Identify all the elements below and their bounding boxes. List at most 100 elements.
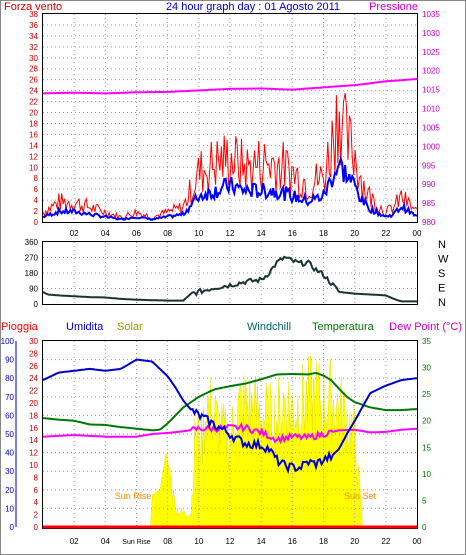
rain-tick-label: 16 [29,424,38,433]
pressure-tick-label: 985 [422,199,436,208]
rain-tick-label: 10 [29,461,38,470]
direction-tick-label: 0 [34,300,39,309]
pressure-tick-label: 995 [422,161,436,170]
rain-tick-label: 30 [29,337,38,346]
x-tick-label: 16 [288,537,297,546]
direction-axis-ticks: 0 90 180 270 360 [25,238,39,309]
pressure-line [42,78,418,95]
wind-tick-label: 14 [29,141,38,150]
direction-tick-label: 180 [25,269,39,278]
x-tick-label: 12 [226,537,235,546]
sun-rise-label: Sun Rise [115,491,152,501]
compass-label: N [438,239,446,251]
wind-tick-label: 24 [29,87,38,96]
x-tick-label: 00 [413,537,422,546]
wind-tick-label: 2 [34,207,39,216]
temperature-tick-label: 15 [422,443,431,452]
x-tick-label: Sun Rise [122,539,151,546]
wind-pressure-chart: Forza vento 24 hour graph day : 01 Agost… [4,1,440,238]
wind-tick-label: 38 [29,10,38,19]
pressure-tick-label: 1010 [422,105,440,114]
dewpoint-header: Dew Point (°C) [389,321,462,333]
wind-tick-label: 8 [34,174,39,183]
x-axis-ticks-3: 02 04 Sun Rise 08 10 12 14 16 18 20 22 00 [70,537,422,546]
wind-axis-label: Forza vento [4,1,62,13]
direction-tick-label: 90 [29,285,38,294]
sun-set-label: Sun Set [344,491,377,501]
wind-tick-label: 18 [29,119,38,128]
rain-tick-label: 24 [29,374,38,383]
humidity-tick-label: 10 [5,504,14,513]
rain-tick-label: 14 [29,436,38,445]
solar-area [150,355,363,528]
humidity-tick-label: 50 [5,430,14,439]
x-axis-ticks-1: 02 04 06 08 10 12 14 16 18 20 22 00 [70,229,422,238]
rain-tick-label: 18 [29,411,38,420]
humidity-tick-label: 20 [5,486,14,495]
humidity-tick-label: 40 [5,449,14,458]
temperature-header: Temperatura [312,321,375,333]
temperature-tick-label: 25 [422,390,431,399]
pressure-tick-label: 990 [422,180,436,189]
rain-tick-label: 2 [34,511,39,520]
temperature-tick-label: 10 [422,470,431,479]
x-tick-label: 10 [194,537,203,546]
x-tick-label: 20 [350,229,359,238]
x-tick-label: 04 [101,229,110,238]
solar-area-path [150,355,363,528]
temperature-tick-label: 0 [422,523,427,532]
wind-tick-label: 30 [29,54,38,63]
grid-3 [43,341,417,527]
humidity-tick-label: 80 [5,374,14,383]
wind-tick-label: 6 [34,185,39,194]
x-tick-label: 06 [132,229,141,238]
humidity-tick-label: 60 [5,411,14,420]
humidity-tick-label: 70 [5,393,14,402]
compass-label: N [438,297,446,309]
rain-tick-label: 28 [29,349,38,358]
temperature-tick-label: 35 [422,337,431,346]
dewpoint-line [42,422,418,445]
x-tick-label: 10 [194,229,203,238]
wind-tick-label: 28 [29,65,38,74]
windchill-header: Windchill [247,321,291,333]
humidity-header: Umidita [66,321,104,333]
wind-tick-label: 32 [29,43,38,52]
pressure-tick-label: 980 [422,218,436,227]
x-tick-label: 00 [413,229,422,238]
wind-direction-line [42,255,417,303]
wind-tick-label: 26 [29,76,38,85]
x-tick-label: 16 [288,229,297,238]
x-tick-label: 02 [70,229,79,238]
humidity-tick-label: 30 [5,467,14,476]
wind-tick-label: 22 [29,98,38,107]
x-tick-label: 14 [257,537,266,546]
temperature-tick-label: 30 [422,364,431,373]
pressure-axis-label: Pressione [369,1,418,13]
rain-tick-label: 22 [29,387,38,396]
temperature-line [42,371,418,432]
rain-header: Pioggia [1,321,39,333]
rain-tick-label: 26 [29,362,38,371]
chart-title: 24 hour graph day : 01 Agosto 2011 [166,1,340,13]
x-tick-label: 22 [381,229,390,238]
wind-tick-label: 16 [29,130,38,139]
pressure-tick-label: 1020 [422,67,440,76]
temperature-chart: Pioggia Umidita Solar Windchill Temperat… [1,321,462,546]
x-tick-label: 12 [226,229,235,238]
humidity-tick-label: 100 [1,337,15,346]
x-tick-label: 18 [319,229,328,238]
rain-tick-label: 4 [34,498,39,507]
x-tick-label: 22 [381,537,390,546]
series-1 [42,78,418,221]
x-tick-label: 02 [70,537,79,546]
series-3 [42,358,418,529]
compass-label: W [438,254,449,266]
temperature-tick-label: 5 [422,496,427,505]
x-tick-label: 14 [257,229,266,238]
wind-tick-label: 20 [29,109,38,118]
axis-ticks-3: 0246810121416182022242628300102030405060… [1,337,432,532]
